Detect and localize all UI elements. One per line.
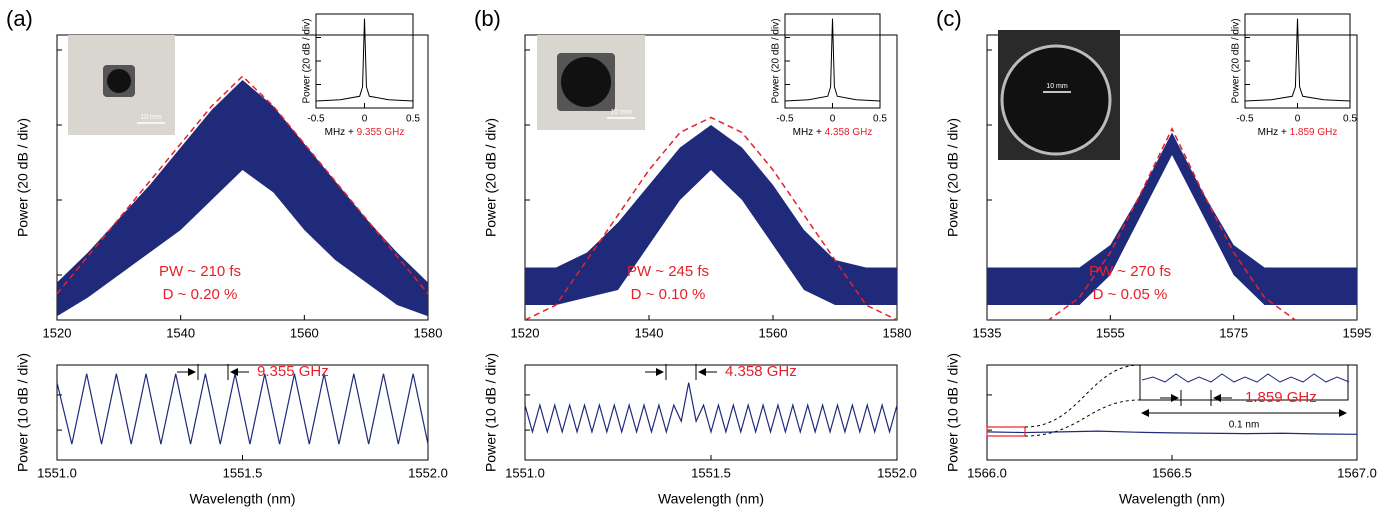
annotation: D ~ 0.10 % xyxy=(631,286,706,303)
x-tick-label: 1540 xyxy=(166,325,195,340)
zoom-line xyxy=(986,430,1358,435)
fit-line xyxy=(57,75,428,295)
y-axis-label: Power (20 dB / div) xyxy=(1231,18,1242,103)
x-axis-unit: MHz + xyxy=(793,127,822,138)
plot-frame xyxy=(56,364,429,461)
x-axis-label: Wavelength (nm) xyxy=(189,491,295,507)
zoom-connector xyxy=(1024,399,1141,437)
y-axis-label: Power (10 dB / div) xyxy=(945,353,961,472)
x-tick-label: 1575 xyxy=(1219,325,1248,340)
plot-frame xyxy=(986,34,1358,321)
rf-line xyxy=(784,18,881,102)
x-tick-label: 1551.0 xyxy=(37,465,77,480)
y-axis-label: Power (20 dB / div) xyxy=(483,118,499,237)
x-axis-unit: MHz + xyxy=(1258,127,1287,138)
annotation: 9.355 GHz xyxy=(257,363,329,380)
x-tick-label: 0 xyxy=(1295,114,1301,125)
plot-frame xyxy=(524,34,898,321)
x-tick-label: 1552.0 xyxy=(877,465,917,480)
x-tick-label: -0.5 xyxy=(307,114,325,125)
photo-ring xyxy=(1000,44,1112,156)
x-axis-unit: MHz + xyxy=(325,127,354,138)
x-axis-label: MHz + 1.859 GHz xyxy=(1258,127,1338,138)
y-axis-label: Power (20 dB / div) xyxy=(15,118,31,237)
photo-disk xyxy=(107,69,131,93)
y-axis-label: Power (20 dB / div) xyxy=(771,18,782,103)
scale-label: 10 mm xyxy=(140,114,162,121)
zoom-connector xyxy=(1024,364,1141,428)
x-tick-label: 1551.0 xyxy=(505,465,545,480)
y-axis-label: Power (10 dB / div) xyxy=(15,353,31,472)
annotation: PW ~ 270 fs xyxy=(1089,263,1171,280)
plot-frame xyxy=(524,364,898,461)
y-axis-label: Power (20 dB / div) xyxy=(302,18,313,103)
x-tick-label: 1551.5 xyxy=(691,465,731,480)
rf-line xyxy=(1244,18,1351,102)
annotation: 4.358 GHz xyxy=(725,363,797,380)
x-axis-label: MHz + 9.355 GHz xyxy=(325,127,405,138)
x-tick-label: 1560 xyxy=(290,325,319,340)
annotation: D ~ 0.20 % xyxy=(163,286,238,303)
x-axis-label: MHz + 4.358 GHz xyxy=(793,127,873,138)
y-axis-label: Power (10 dB / div) xyxy=(483,353,499,472)
x-axis-label: Wavelength (nm) xyxy=(1119,491,1225,507)
plot-frame xyxy=(56,34,429,321)
x-tick-label: -0.5 xyxy=(1236,114,1254,125)
x-tick-label: 0.5 xyxy=(1343,114,1357,125)
photo-disk xyxy=(561,57,611,107)
x-tick-label: 1520 xyxy=(43,325,72,340)
annotation: 0.1 nm xyxy=(1229,420,1260,431)
x-tick-label: 1540 xyxy=(635,325,664,340)
fit-line xyxy=(987,127,1357,320)
y-axis-label: Power (20 dB / div) xyxy=(945,118,961,237)
fit-line xyxy=(525,116,897,320)
zoom-window xyxy=(986,426,1026,437)
x-tick-label: 1595 xyxy=(1343,325,1372,340)
zoom-inset-trace xyxy=(1141,373,1350,383)
spectrum-band xyxy=(525,125,897,305)
x-axis-label: Wavelength (nm) xyxy=(658,491,764,507)
x-axis-frequency: 4.358 GHz xyxy=(825,127,873,138)
x-tick-label: 1567.0 xyxy=(1337,465,1377,480)
x-tick-label: 1520 xyxy=(511,325,540,340)
x-tick-label: 1580 xyxy=(883,325,912,340)
annotation: D ~ 0.05 % xyxy=(1093,286,1168,303)
x-tick-label: 1566.5 xyxy=(1152,465,1192,480)
x-tick-label: 1535 xyxy=(973,325,1002,340)
panel-label: (c) xyxy=(936,6,962,31)
spectrum-band xyxy=(57,80,428,317)
x-axis-frequency: 1.859 GHz xyxy=(1290,127,1338,138)
x-tick-label: 0 xyxy=(362,114,368,125)
spectrum-band xyxy=(987,132,1357,305)
annotation: 1.859 GHz xyxy=(1245,389,1317,406)
x-tick-label: 1580 xyxy=(414,325,443,340)
scale-label: 10 mm xyxy=(610,109,632,116)
x-tick-label: 0.5 xyxy=(406,114,420,125)
x-tick-label: 1552.0 xyxy=(408,465,448,480)
x-tick-label: 1555 xyxy=(1096,325,1125,340)
x-axis-frequency: 9.355 GHz xyxy=(357,127,405,138)
annotation: PW ~ 245 fs xyxy=(627,263,709,280)
x-tick-label: 1551.5 xyxy=(223,465,263,480)
annotation: PW ~ 210 fs xyxy=(159,263,241,280)
zoom-inset xyxy=(1139,364,1349,401)
x-tick-label: 1560 xyxy=(759,325,788,340)
x-tick-label: 0.5 xyxy=(873,114,887,125)
panel-label: (a) xyxy=(6,6,33,31)
zoom-line xyxy=(56,373,429,445)
rf-line xyxy=(315,18,414,102)
x-tick-label: -0.5 xyxy=(776,114,794,125)
scale-label: 10 mm xyxy=(1046,83,1068,90)
x-tick-label: 0 xyxy=(830,114,836,125)
zoom-line xyxy=(524,382,898,435)
x-tick-label: 1566.0 xyxy=(967,465,1007,480)
panel-label: (b) xyxy=(474,6,501,31)
